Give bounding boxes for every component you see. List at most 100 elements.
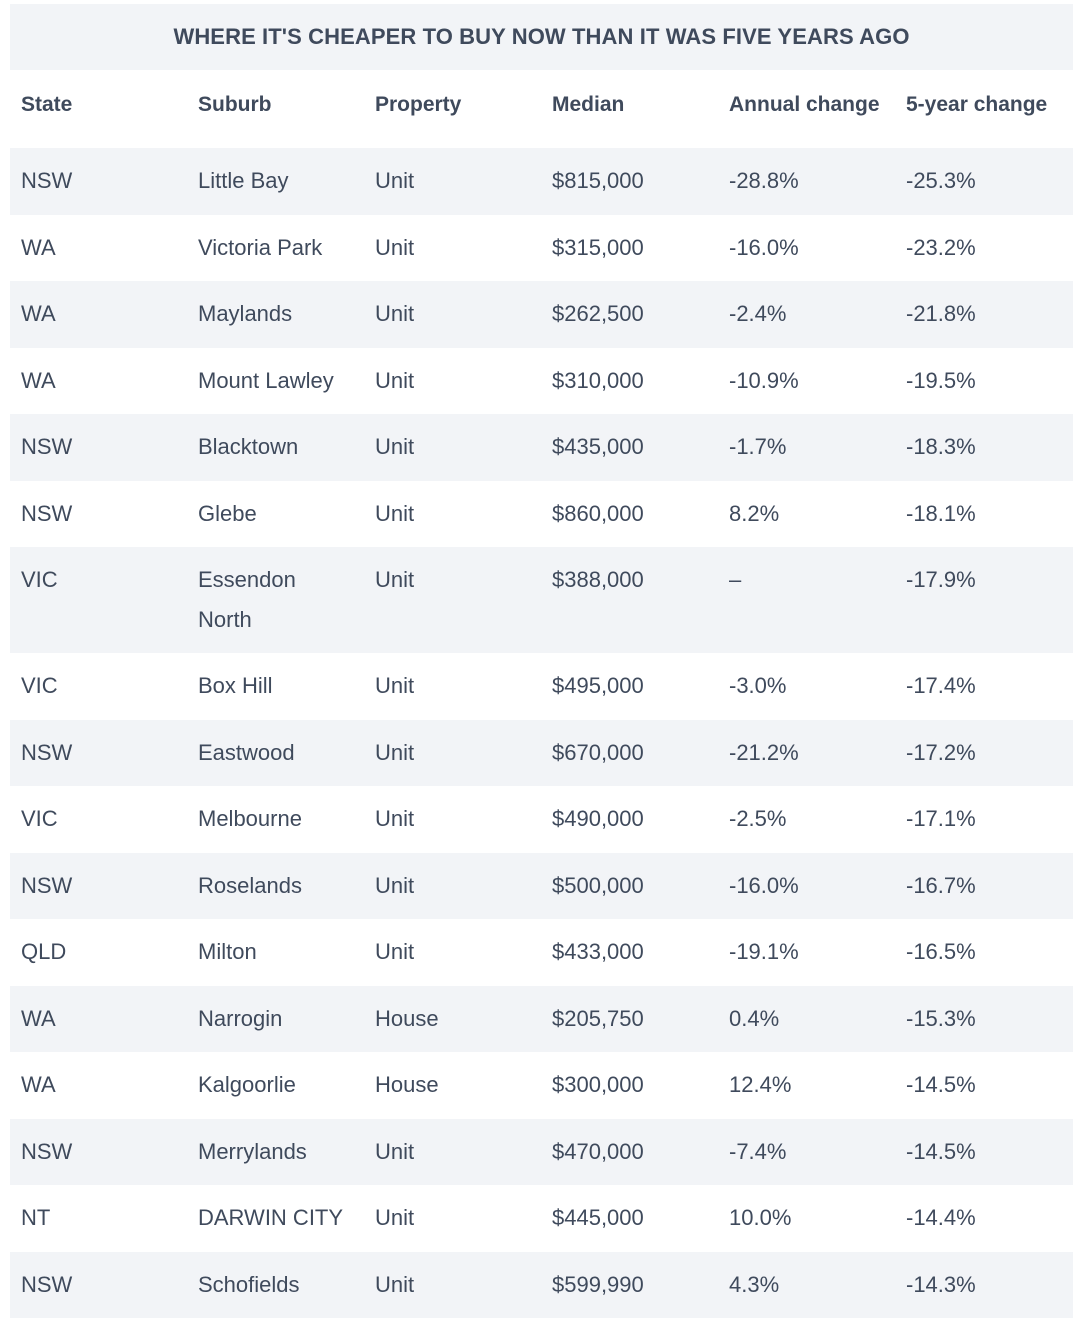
median-cell: $670,000 [541, 719, 718, 786]
annual-change-cell: -16.0% [718, 214, 895, 281]
median-cell: $205,750 [541, 985, 718, 1052]
column-header-5-year-change: 5-year change [895, 70, 1073, 148]
table-row: WA Narrogin House $205,750 0.4% -15.3% [10, 985, 1073, 1052]
table-row: WA Maylands Unit $262,500 -2.4% -21.8% [10, 281, 1073, 348]
property-cell: House [364, 985, 541, 1052]
median-cell: $388,000 [541, 547, 718, 653]
median-cell: $490,000 [541, 786, 718, 853]
table-row: VIC Melbourne Unit $490,000 -2.5% -17.1% [10, 786, 1073, 853]
column-header-property: Property [364, 70, 541, 148]
five-year-change-cell: -18.1% [895, 480, 1073, 547]
five-year-change-cell: -17.4% [895, 653, 1073, 720]
property-cell: Unit [364, 719, 541, 786]
annual-change-cell: -1.7% [718, 414, 895, 481]
median-cell: $262,500 [541, 281, 718, 348]
table-row: NSW Blacktown Unit $435,000 -1.7% -18.3% [10, 414, 1073, 481]
state-cell: NSW [10, 480, 187, 547]
table-row: VIC Essendon North Unit $388,000– -17.9% [10, 547, 1073, 653]
property-cell: Unit [364, 414, 541, 481]
state-cell: NSW [10, 1251, 187, 1318]
state-cell: VIC [10, 547, 187, 653]
table-row: WA Victoria Park Unit $315,000 -16.0% -23.2% [10, 214, 1073, 281]
five-year-change-cell: -23.2% [895, 214, 1073, 281]
suburb-price-table: State Suburb Property Median Annual chan… [10, 70, 1073, 1318]
state-cell: NSW [10, 414, 187, 481]
property-cell: Unit [364, 1251, 541, 1318]
annual-change-cell: -16.0% [718, 852, 895, 919]
property-cell: House [364, 1052, 541, 1119]
five-year-change-cell: -21.8% [895, 281, 1073, 348]
median-cell: $445,000 [541, 1185, 718, 1252]
suburb-cell: Glebe [187, 480, 364, 547]
five-year-change-cell: -19.5% [895, 347, 1073, 414]
state-cell: NSW [10, 148, 187, 215]
property-cell: Unit [364, 480, 541, 547]
suburb-cell: Melbourne [187, 786, 364, 853]
table-row: NSW Eastwood Unit $670,000 -21.2% -17.2% [10, 719, 1073, 786]
five-year-change-cell: -14.3% [895, 1251, 1073, 1318]
state-cell: WA [10, 347, 187, 414]
annual-change-cell: -19.1% [718, 919, 895, 986]
five-year-change-cell: -17.2% [895, 719, 1073, 786]
suburb-cell: DARWIN CITY [187, 1185, 364, 1252]
property-cell: Unit [364, 1118, 541, 1185]
state-cell: NSW [10, 1118, 187, 1185]
state-cell: NSW [10, 719, 187, 786]
column-header-state: State [10, 70, 187, 148]
table-row: QLD Milton Unit $433,000 -19.1% -16.5% [10, 919, 1073, 986]
table-title: WHERE IT'S CHEAPER TO BUY NOW THAN IT WA… [10, 4, 1073, 70]
property-cell: Unit [364, 852, 541, 919]
suburb-cell: Eastwood [187, 719, 364, 786]
table-row: NSW Roselands Unit $500,000 -16.0% -16.7% [10, 852, 1073, 919]
annual-change-cell: -28.8% [718, 148, 895, 215]
property-cell: Unit [364, 786, 541, 853]
median-cell: $815,000 [541, 148, 718, 215]
median-cell: $315,000 [541, 214, 718, 281]
table-header-row: State Suburb Property Median Annual chan… [10, 70, 1073, 148]
state-cell: VIC [10, 653, 187, 720]
column-header-median: Median [541, 70, 718, 148]
state-cell: WA [10, 281, 187, 348]
five-year-change-cell: -15.3% [895, 985, 1073, 1052]
five-year-change-cell: -17.1% [895, 786, 1073, 853]
five-year-change-cell: -16.5% [895, 919, 1073, 986]
property-cell: Unit [364, 919, 541, 986]
suburb-cell: Milton [187, 919, 364, 986]
column-header-suburb: Suburb [187, 70, 364, 148]
table-row: VIC Box Hill Unit $495,000 -3.0% -17.4% [10, 653, 1073, 720]
suburb-cell: Victoria Park [187, 214, 364, 281]
state-cell: WA [10, 985, 187, 1052]
suburb-cell: Kalgoorlie [187, 1052, 364, 1119]
annual-change-cell: -2.4% [718, 281, 895, 348]
suburb-cell: Roselands [187, 852, 364, 919]
suburb-cell: Blacktown [187, 414, 364, 481]
annual-change-cell: 0.4% [718, 985, 895, 1052]
state-cell: WA [10, 214, 187, 281]
column-header-annual-change: Annual change [718, 70, 895, 148]
suburb-cell: Schofields [187, 1251, 364, 1318]
property-cell: Unit [364, 547, 541, 653]
annual-change-cell: – [718, 547, 895, 653]
table-row: WA Kalgoorlie House $300,000 12.4% -14.5% [10, 1052, 1073, 1119]
five-year-change-cell: -14.4% [895, 1185, 1073, 1252]
median-cell: $310,000 [541, 347, 718, 414]
annual-change-cell: -3.0% [718, 653, 895, 720]
table-row: NSW Little Bay Unit $815,000 -28.8% -25.3% [10, 148, 1073, 215]
property-cell: Unit [364, 653, 541, 720]
annual-change-cell: -21.2% [718, 719, 895, 786]
property-cell: Unit [364, 281, 541, 348]
data-table-container: WHERE IT'S CHEAPER TO BUY NOW THAN IT WA… [10, 4, 1073, 1318]
median-cell: $470,000 [541, 1118, 718, 1185]
annual-change-cell: -2.5% [718, 786, 895, 853]
table-row: NT DARWIN CITY Unit $445,000 10.0% -14.4% [10, 1185, 1073, 1252]
table-row: WA Mount Lawley Unit $310,000 -10.9% -19.5% [10, 347, 1073, 414]
suburb-cell: Box Hill [187, 653, 364, 720]
five-year-change-cell: -17.9% [895, 547, 1073, 653]
median-cell: $599,990 [541, 1251, 718, 1318]
suburb-cell: Little Bay [187, 148, 364, 215]
table-row: NSW Schofields Unit $599,990 4.3% -14.3% [10, 1251, 1073, 1318]
median-cell: $435,000 [541, 414, 718, 481]
five-year-change-cell: -16.7% [895, 852, 1073, 919]
annual-change-cell: -10.9% [718, 347, 895, 414]
table-row: NSW Glebe Unit $860,000 8.2% -18.1% [10, 480, 1073, 547]
